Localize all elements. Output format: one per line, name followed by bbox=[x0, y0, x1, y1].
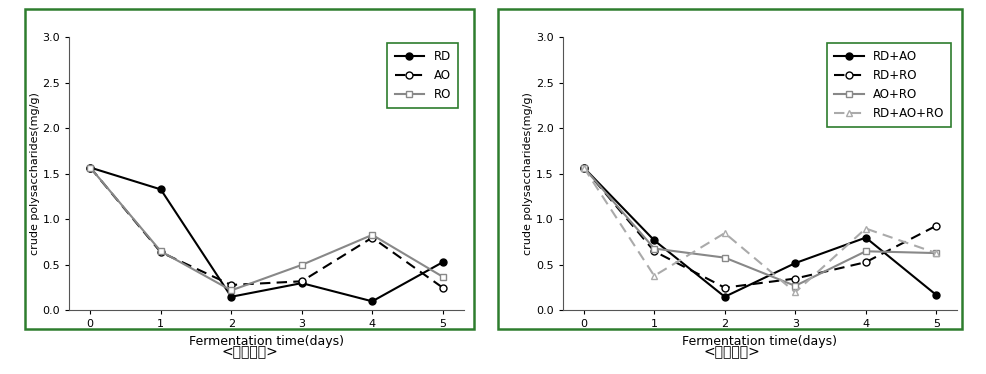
Text: <혼합발효>: <혼합발효> bbox=[703, 345, 760, 359]
RD+AO bbox=[577, 165, 589, 170]
RD+AO+RO bbox=[648, 274, 660, 278]
RD+AO bbox=[718, 295, 730, 299]
Text: <단독발효>: <단독발효> bbox=[221, 345, 278, 359]
RD+RO bbox=[577, 165, 589, 170]
AO+RO bbox=[789, 283, 801, 288]
Line: RD: RD bbox=[87, 164, 446, 305]
Legend: RD+AO, RD+RO, AO+RO, RD+AO+RO: RD+AO, RD+RO, AO+RO, RD+AO+RO bbox=[826, 43, 951, 127]
RD bbox=[155, 187, 167, 191]
RD bbox=[296, 281, 308, 285]
X-axis label: Fermentation time(days): Fermentation time(days) bbox=[681, 335, 837, 348]
RO bbox=[296, 263, 308, 267]
AO bbox=[84, 165, 96, 170]
RD+RO bbox=[930, 224, 942, 228]
RO bbox=[437, 275, 449, 279]
RO bbox=[366, 233, 378, 237]
AO+RO bbox=[859, 249, 871, 254]
RD+RO bbox=[789, 276, 801, 281]
RD+RO bbox=[859, 260, 871, 264]
RD+AO+RO bbox=[789, 290, 801, 294]
Line: RD+AO: RD+AO bbox=[580, 164, 939, 300]
RD+AO+RO bbox=[718, 231, 730, 235]
AO bbox=[155, 250, 167, 254]
RD+AO+RO bbox=[930, 251, 942, 255]
RD bbox=[225, 295, 237, 299]
AO bbox=[225, 283, 237, 287]
RD bbox=[366, 299, 378, 304]
RD bbox=[84, 165, 96, 170]
RD+AO bbox=[930, 293, 942, 297]
RO bbox=[225, 288, 237, 292]
Line: RD+RO: RD+RO bbox=[580, 164, 939, 291]
X-axis label: Fermentation time(days): Fermentation time(days) bbox=[188, 335, 344, 348]
AO bbox=[366, 235, 378, 240]
AO bbox=[296, 279, 308, 283]
RD bbox=[437, 260, 449, 264]
RD+AO bbox=[859, 235, 871, 240]
RD+AO bbox=[648, 238, 660, 243]
Y-axis label: crude polysaccharides(mg/g): crude polysaccharides(mg/g) bbox=[523, 92, 532, 255]
RO bbox=[84, 165, 96, 170]
Y-axis label: crude polysaccharides(mg/g): crude polysaccharides(mg/g) bbox=[30, 92, 39, 255]
AO+RO bbox=[718, 255, 730, 260]
Line: RD+AO+RO: RD+AO+RO bbox=[580, 164, 939, 296]
AO+RO bbox=[930, 251, 942, 255]
RD+AO+RO bbox=[577, 165, 589, 170]
RD+AO+RO bbox=[859, 226, 871, 231]
Line: AO+RO: AO+RO bbox=[580, 164, 939, 289]
AO+RO bbox=[577, 165, 589, 170]
AO bbox=[437, 285, 449, 290]
Line: AO: AO bbox=[87, 164, 446, 291]
Legend: RD, AO, RO: RD, AO, RO bbox=[387, 43, 458, 108]
Line: RO: RO bbox=[87, 164, 446, 294]
RD+RO bbox=[648, 249, 660, 254]
RD+AO bbox=[789, 261, 801, 265]
RD+RO bbox=[718, 285, 730, 290]
RO bbox=[155, 249, 167, 254]
AO+RO bbox=[648, 246, 660, 251]
